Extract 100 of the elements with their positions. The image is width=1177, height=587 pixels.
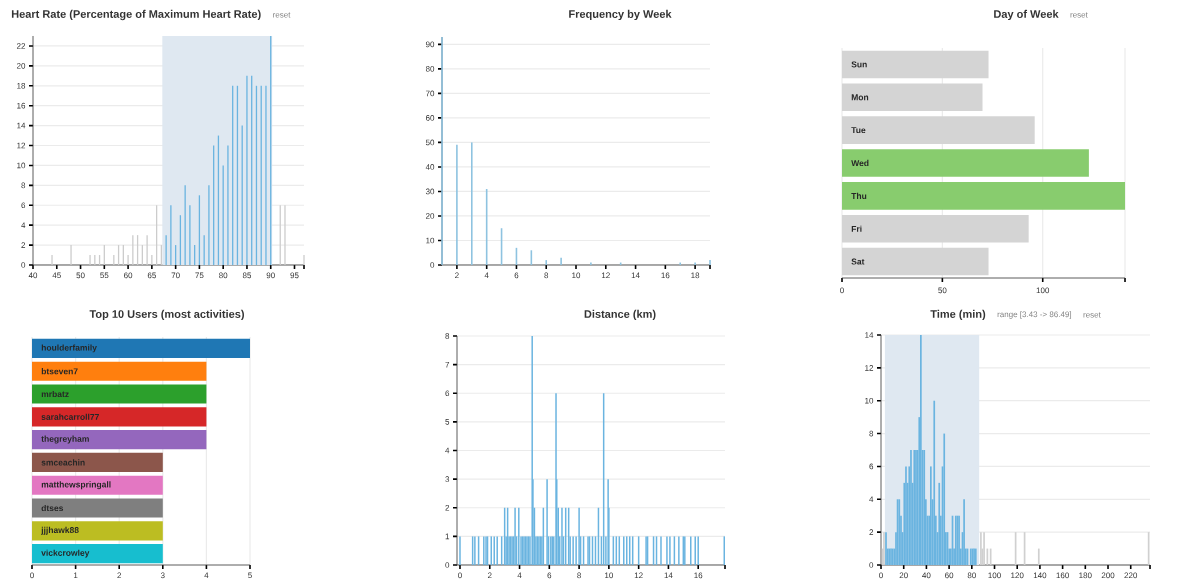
x-tick-label: 2 [487, 572, 492, 579]
y-tick-label: 20 [425, 213, 435, 219]
y-tick-label: 0 [869, 562, 874, 568]
x-tick-label: 140 [1033, 572, 1047, 579]
y-tick-label: 4 [445, 447, 450, 454]
y-tick-label: Sat [851, 258, 865, 265]
x-tick-label: 60 [124, 272, 133, 279]
y-tick-label: 0 [445, 562, 450, 568]
x-tick-label: 6 [547, 572, 552, 579]
y-tick-label: 0 [21, 262, 26, 268]
y-tick-label: vickcrowley [41, 549, 90, 558]
y-tick-label: Mon [851, 94, 869, 101]
x-tick-label: 80 [967, 572, 976, 579]
x-tick-label: 0 [30, 572, 34, 579]
y-tick-label: sarahcarroll77 [41, 413, 99, 420]
x-tick-label: 3 [160, 572, 165, 579]
text: reset [1083, 312, 1101, 318]
y-tick-label: Wed [851, 159, 869, 167]
y-tick-label: 80 [425, 66, 435, 72]
y-tick-label: 60 [425, 115, 435, 121]
x-tick-label: 55 [100, 272, 109, 279]
x-tick-label: 5 [248, 572, 252, 579]
y-tick-label: 7 [445, 361, 450, 368]
chart-title: Time (min) [930, 309, 986, 321]
y-tick-label: 4 [869, 496, 874, 503]
x-tick-label: 16 [694, 572, 703, 579]
x-tick-label: 90 [266, 272, 275, 279]
y-tick-label: 0 [430, 262, 435, 268]
y-tick-label: Fri [851, 225, 862, 232]
y-tick-label: matthewspringall [41, 481, 111, 490]
y-tick-label: 2 [869, 529, 874, 535]
x-tick-label: 75 [195, 272, 204, 279]
x-tick-label: 14 [664, 572, 673, 579]
y-tick-label: 30 [425, 188, 435, 195]
y-tick-label: Tue [851, 127, 866, 134]
x-tick-label: 16 [661, 272, 670, 279]
y-tick-label: 12 [17, 142, 26, 149]
x-tick-label: 85 [242, 272, 252, 279]
x-tick-label: 0 [879, 572, 883, 579]
x-tick-label: 10 [572, 272, 581, 279]
x-tick-label: 45 [52, 272, 61, 279]
y-tick-label: 10 [426, 237, 435, 244]
y-tick-label: 6 [445, 390, 450, 397]
y-tick-label: 14 [865, 332, 874, 338]
y-tick-label: Sun [851, 61, 867, 68]
y-tick-label: btseven7 [41, 368, 78, 375]
x-tick-label: 80 [219, 272, 228, 279]
y-tick-label: 10 [865, 397, 874, 404]
x-tick-label: 8 [544, 272, 549, 279]
chart-title: Top 10 Users (most activities) [89, 309, 244, 321]
y-tick-label: 16 [17, 102, 26, 109]
x-tick-label: 4 [517, 572, 522, 579]
x-tick-label: 100 [1036, 287, 1050, 294]
x-tick-label: 20 [899, 572, 908, 579]
x-tick-label: 0 [458, 572, 462, 579]
x-tick-label: 220 [1124, 572, 1138, 579]
y-tick-label: 6 [21, 202, 26, 209]
y-tick-label: 20 [16, 63, 26, 69]
y-tick-label: 14 [17, 122, 26, 129]
x-tick-label: 40 [28, 272, 38, 279]
y-tick-label: 4 [21, 222, 26, 228]
y-tick-label: 1 [445, 533, 450, 540]
x-tick-label: 2 [455, 272, 459, 279]
x-tick-label: 160 [1056, 572, 1069, 579]
y-tick-label: 2 [21, 242, 26, 248]
text: reset [1070, 12, 1088, 18]
x-tick-label: 60 [945, 572, 954, 579]
y-tick-label: 8 [869, 430, 874, 437]
chart-title: Frequency by Week [569, 9, 672, 21]
x-tick-label: 0 [840, 287, 844, 294]
y-tick-label: Thu [851, 192, 867, 199]
y-tick-label: mrbatz [41, 390, 69, 398]
y-tick-label: 3 [445, 476, 450, 482]
x-tick-label: 8 [577, 572, 581, 579]
y-tick-label: dtses [41, 504, 64, 512]
x-tick-label: 6 [514, 272, 519, 279]
y-tick-label: 90 [425, 41, 435, 48]
y-tick-label: 8 [445, 333, 450, 339]
y-tick-label: 70 [425, 90, 435, 97]
x-tick-label: 200 [1101, 572, 1115, 579]
text: reset [273, 12, 291, 18]
y-tick-label: 2 [445, 504, 450, 511]
x-tick-label: 40 [922, 572, 931, 579]
x-tick-label: 18 [691, 272, 700, 279]
chart-title: Heart Rate (Percentage of Maximum Heart Rate) [11, 9, 261, 21]
x-tick-label: 12 [601, 272, 610, 279]
y-tick-label: 40 [425, 164, 435, 170]
x-tick-label: 95 [290, 272, 299, 279]
x-tick-label: 120 [1011, 572, 1024, 579]
y-tick-label: thegreyham [41, 435, 89, 444]
y-tick-label: 8 [21, 182, 26, 189]
y-tick-label: 12 [865, 365, 874, 371]
y-tick-label: 22 [16, 43, 26, 49]
x-tick-label: 180 [1079, 572, 1092, 579]
x-tick-label: 4 [204, 572, 209, 579]
y-tick-label: 5 [445, 419, 450, 425]
x-tick-label: 50 [938, 287, 947, 294]
x-tick-label: 2 [117, 572, 122, 579]
x-tick-label: 4 [484, 272, 489, 279]
y-tick-label: smceachin [41, 459, 85, 466]
